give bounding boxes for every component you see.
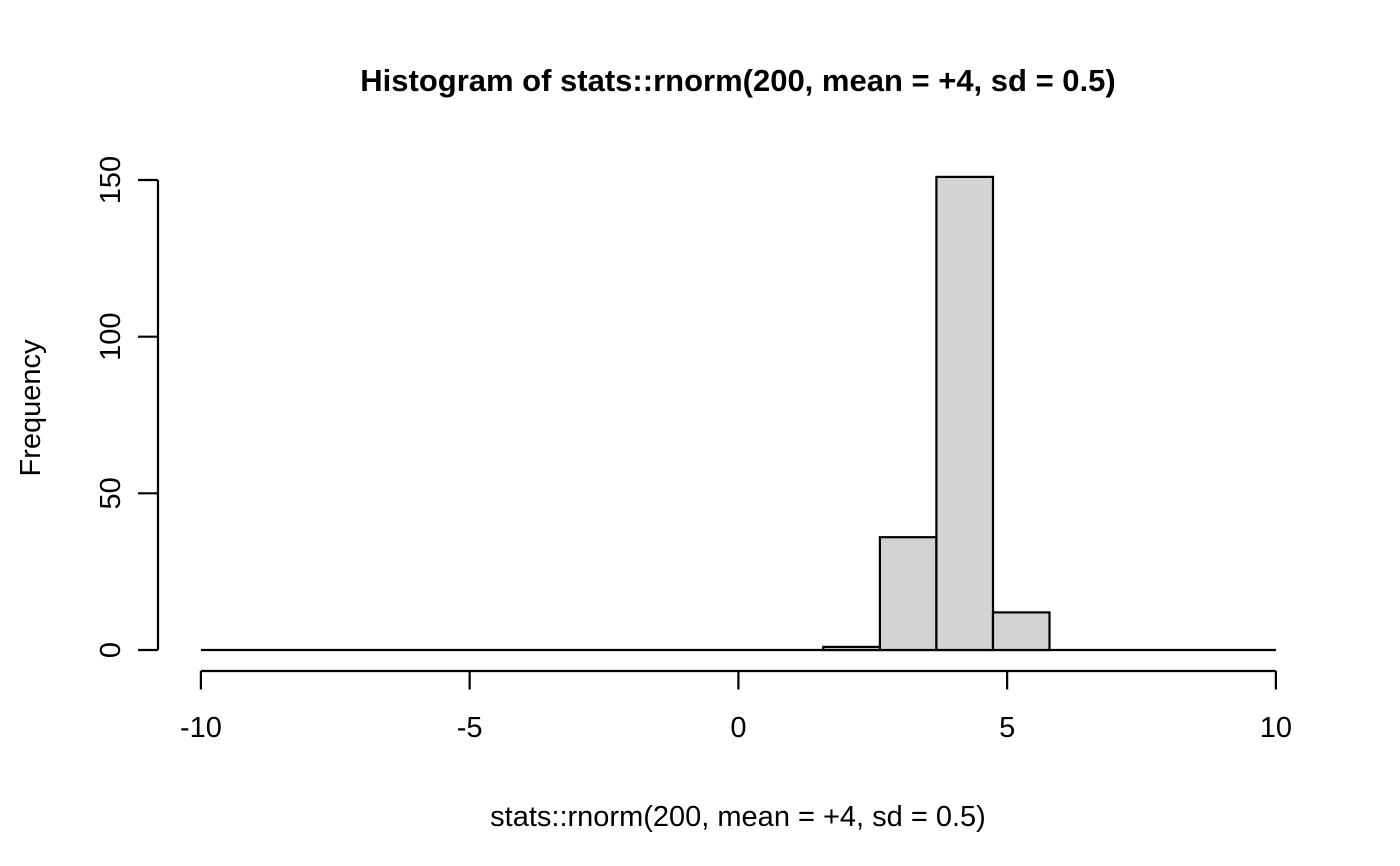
histogram-bar: [935, 175, 995, 652]
x-tick-label: -10: [180, 712, 222, 744]
histogram-bar: [878, 536, 938, 652]
y-tick-label: 150: [95, 156, 127, 204]
histogram-bar: [991, 611, 1051, 652]
x-tick-label: 10: [1260, 712, 1292, 744]
histogram-bar: [822, 645, 881, 652]
x-tick-label: -5: [457, 712, 483, 744]
chart-title: Histogram of stats::rnorm(200, mean = +4…: [360, 63, 1115, 98]
y-axis: 0 50 100 150: [95, 156, 160, 658]
x-tick-label: 5: [999, 712, 1015, 744]
x-axis-title: stats::rnorm(200, mean = +4, sd = 0.5): [490, 801, 986, 833]
x-axis: -10 -5 0 5 10: [180, 669, 1292, 744]
y-tick-label: 0: [95, 642, 127, 658]
bars-layer: [200, 175, 1276, 652]
y-tick-label: 50: [95, 477, 127, 509]
y-tick-label: 100: [95, 312, 127, 360]
x-tick-label: 0: [730, 712, 746, 744]
y-axis-title: Frequency: [15, 339, 47, 477]
